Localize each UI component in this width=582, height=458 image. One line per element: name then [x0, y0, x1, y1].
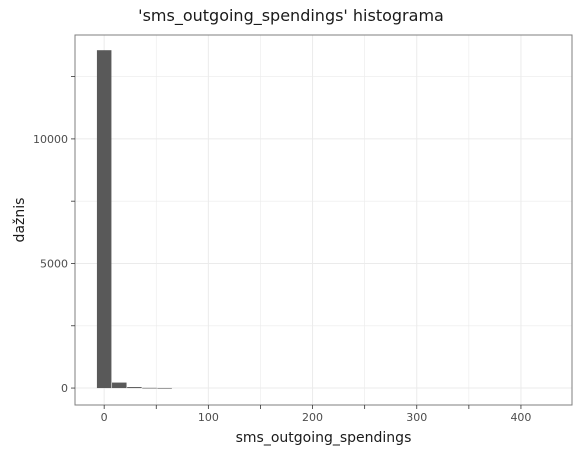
axis-ticks [71, 76, 522, 409]
y-tick-label: 10000 [33, 133, 68, 146]
histogram-bar [96, 50, 112, 389]
histogram-bar [112, 382, 127, 389]
tick-labels: 0 100 200 300 400 0 5000 10000 [33, 133, 531, 424]
x-tick-label: 100 [198, 411, 219, 424]
bars [96, 50, 172, 389]
histogram-bar [157, 387, 172, 389]
histogram-bar [127, 387, 142, 389]
y-axis-label: dažnis [12, 197, 28, 243]
histogram-bar [142, 387, 157, 389]
y-tick-label: 0 [61, 382, 68, 395]
chart-title: 'sms_outgoing_spendings' histograma [138, 6, 444, 25]
x-tick-label: 400 [510, 411, 531, 424]
x-tick-label: 300 [406, 411, 427, 424]
grid-minor [75, 35, 572, 405]
grid-major [75, 35, 572, 405]
x-axis-label: sms_outgoing_spendings [235, 430, 412, 446]
x-tick-label: 0 [101, 411, 108, 424]
y-tick-label: 5000 [40, 257, 68, 270]
panel-border [74, 34, 573, 406]
x-tick-label: 200 [302, 411, 323, 424]
